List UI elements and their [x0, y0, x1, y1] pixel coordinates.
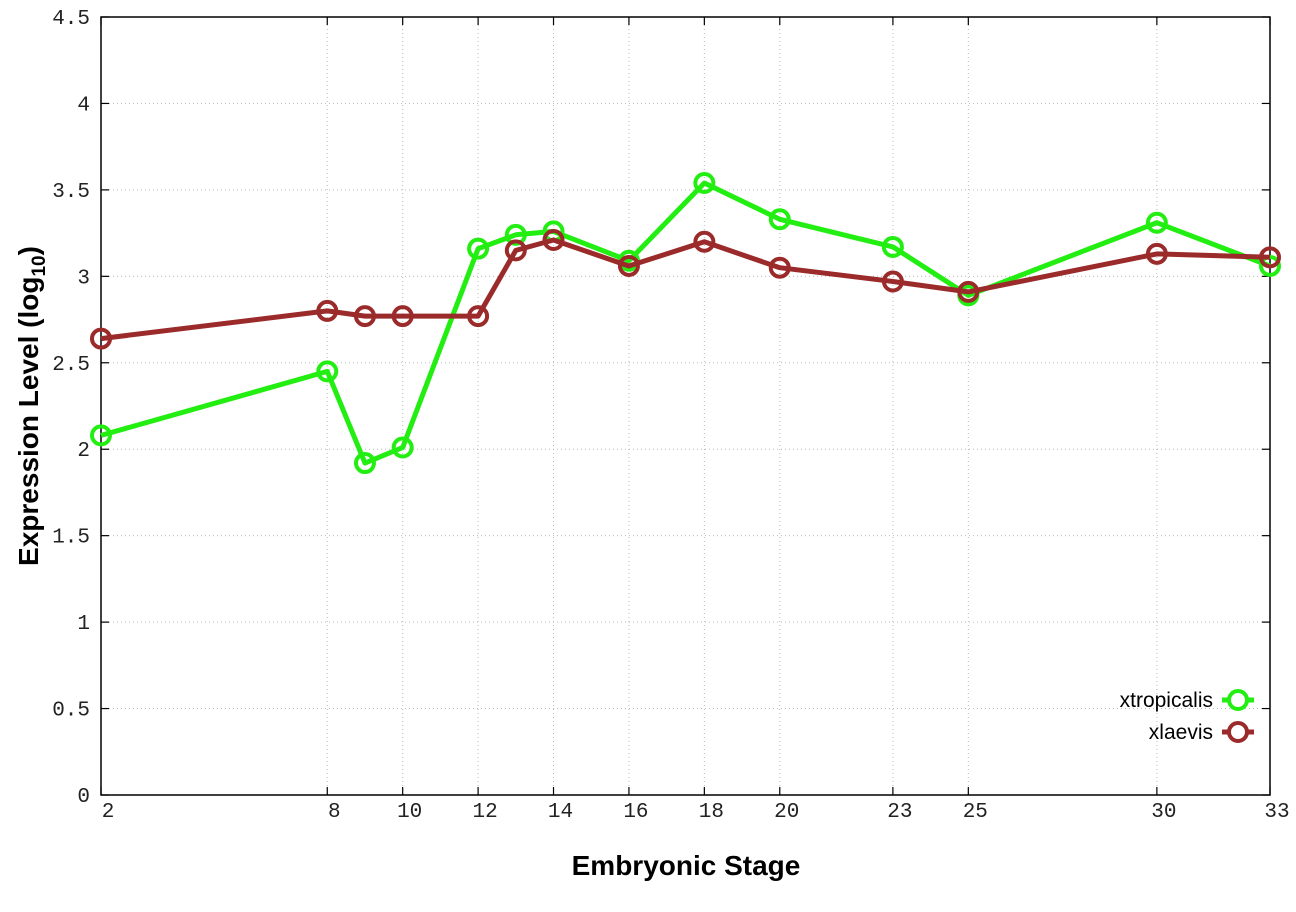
y-tick-label: 3	[77, 267, 90, 290]
y-tick-label: 3.5	[52, 181, 90, 204]
data-point	[353, 305, 376, 328]
series-xlaevis	[90, 229, 1281, 350]
data-point	[316, 360, 339, 383]
legend-item-xlaevis: xlaevis	[1149, 721, 1254, 744]
x-tick-label: 33	[1264, 801, 1289, 824]
y-tick-label: 2.5	[52, 354, 90, 377]
y-tick-label: 1.5	[52, 527, 90, 550]
data-point	[391, 305, 414, 328]
x-tick-label: 12	[472, 801, 497, 824]
data-point	[693, 171, 716, 194]
x-tick-label: 10	[397, 801, 422, 824]
data-point	[1145, 242, 1168, 265]
x-tick-label: 8	[328, 801, 341, 824]
data-point	[693, 230, 716, 253]
x-tick-label: 2	[102, 801, 115, 824]
data-point	[90, 424, 112, 447]
x-tick-label: 25	[963, 801, 988, 824]
x-tick-label: 14	[548, 801, 573, 824]
data-point	[504, 223, 527, 246]
y-axis-title-close: )	[13, 246, 44, 255]
data-point	[881, 270, 904, 293]
series-group	[90, 171, 1281, 475]
legend: xtropicalis xlaevis	[1120, 689, 1254, 744]
data-point	[467, 305, 490, 328]
grid-lines	[101, 17, 1270, 795]
data-point	[542, 229, 565, 252]
x-tick-label: 16	[623, 801, 648, 824]
data-point	[768, 256, 791, 279]
y-tick-label: 0	[77, 786, 90, 809]
series-line	[100, 237, 1271, 342]
y-tick-label: 2	[77, 440, 90, 463]
data-point	[881, 235, 904, 258]
data-point	[768, 208, 791, 231]
data-point	[957, 280, 980, 303]
plot-frame	[100, 16, 1271, 796]
y-axis-ticks: 0 0.5 1 1.5 2 2.5 3 3.5 4 4.5	[52, 8, 1270, 809]
data-point	[391, 436, 414, 459]
legend-marker-swatch	[1227, 721, 1249, 743]
data-point	[353, 452, 376, 475]
data-point	[504, 239, 527, 262]
y-tick-label: 1	[77, 613, 90, 636]
series-xtropicalis	[90, 171, 1281, 475]
legend-label: xlaevis	[1149, 721, 1213, 744]
y-axis-title-subscript: 10	[29, 255, 50, 276]
x-tick-label: 20	[774, 801, 799, 824]
x-tick-label: 30	[1151, 801, 1176, 824]
data-point	[1145, 211, 1168, 234]
y-axis-title: Expression Level (log10)	[13, 246, 50, 566]
legend-label: xtropicalis	[1120, 689, 1213, 712]
y-tick-label: 4.5	[52, 8, 90, 31]
legend-marker-swatch	[1227, 689, 1249, 711]
x-axis-ticks: 2 8 10 12 14 16 18 20 23 25 30 33	[100, 17, 1290, 824]
data-point	[467, 237, 490, 260]
x-axis-title: Embryonic Stage	[572, 850, 801, 881]
y-tick-label: 0.5	[52, 700, 90, 723]
series-line	[100, 180, 1271, 466]
y-tick-label: 4	[77, 94, 90, 117]
data-point	[1259, 246, 1281, 269]
data-point	[316, 299, 339, 322]
x-tick-label: 18	[699, 801, 724, 824]
legend-item-xtropicalis: xtropicalis	[1120, 689, 1254, 712]
data-point	[90, 327, 112, 350]
x-tick-label: 23	[887, 801, 912, 824]
data-point	[617, 254, 640, 277]
y-axis-title-main: Expression Level (log	[13, 277, 44, 566]
